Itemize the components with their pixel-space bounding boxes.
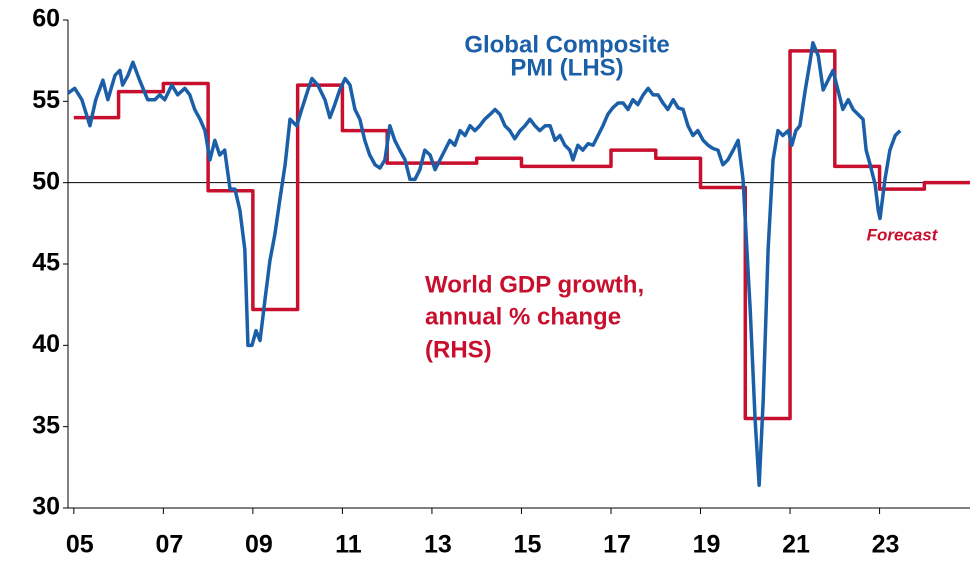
annotation: World GDP growth, [425,271,644,298]
x-tick-label: 05 [66,531,94,559]
x-tick-label: 09 [245,531,273,559]
annotation: Global Composite [464,31,669,58]
x-tick-label: 15 [514,531,542,559]
y-tick-label: 60 [32,5,60,33]
y-tick-label: 55 [32,86,60,114]
y-tick-label: 30 [32,493,60,521]
y-tick-label: 45 [32,249,60,277]
x-tick-label: 21 [782,531,810,559]
annotation: Forecast [867,225,939,244]
x-tick-label: 13 [424,531,452,559]
y-tick-label: 35 [32,411,60,439]
annotation: (RHS) [425,336,492,363]
x-tick-label: 07 [155,531,183,559]
annotation: PMI (LHS) [510,54,623,81]
y-tick-label: 40 [32,330,60,358]
y-tick-label: 50 [32,167,60,195]
x-tick-label: 23 [872,531,900,559]
series-line [73,49,971,421]
x-tick-label: 11 [335,531,362,559]
series-line [66,41,902,487]
annotation: annual % change [425,303,621,330]
x-tick-label: 19 [693,531,721,559]
x-tick-label: 17 [603,531,631,559]
